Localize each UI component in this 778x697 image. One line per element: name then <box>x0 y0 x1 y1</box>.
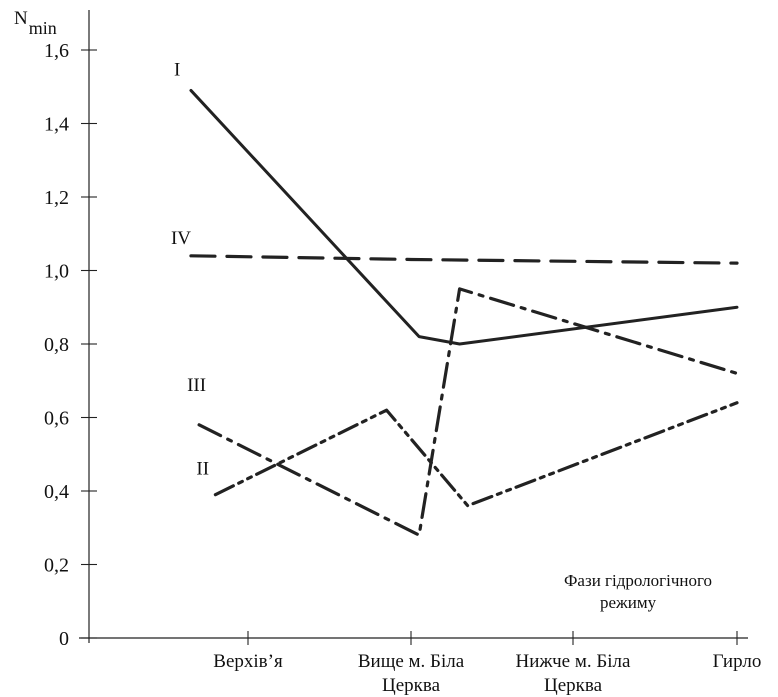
series-line-iii <box>197 287 739 537</box>
y-tick-label: 0,6 <box>44 408 69 430</box>
series-label-ii: II <box>196 459 209 480</box>
series-line-ii <box>213 401 739 508</box>
series-label-i: I <box>174 59 180 80</box>
y-tick-label: 0,4 <box>44 481 69 503</box>
y-tick-label: 1,6 <box>44 40 69 62</box>
phase-annotation-line: режиму <box>600 593 657 612</box>
x-tick-label-line: Церква <box>544 675 603 696</box>
y-tick-label: 1,2 <box>44 187 69 209</box>
series-line-iv <box>189 254 739 265</box>
x-tick-label: Вище м. Біла Церква <box>358 651 465 696</box>
axes-layer <box>79 10 748 643</box>
ticks-layer: 0 0,2 0,4 0,6 0,8 1,0 1,2 1,4 1,6 Верхів’я Вище м.… <box>44 40 761 696</box>
x-tick-label-line: Гирло <box>713 651 762 672</box>
y-tick-label: 1,0 <box>44 261 69 283</box>
x-tick-label: Нижче м. Біла Церква <box>516 651 631 696</box>
x-tick-label-line: Вище м. Біла <box>358 651 465 672</box>
phase-annotation-line: Фази гідрологічного <box>564 571 712 590</box>
x-tick-label-line: Верхів’я <box>213 651 283 672</box>
phase-annotation: Фази гідрологічного режиму <box>564 571 712 612</box>
x-tick-label-line: Нижче м. Біла <box>516 651 631 672</box>
y-tick-label: 0,8 <box>44 334 69 356</box>
y-axis-title-main: N <box>14 8 28 29</box>
x-tick-label: Верхів’я <box>213 651 283 672</box>
y-axis-title-sub: min <box>29 18 57 38</box>
x-tick-label: Гирло <box>713 651 762 672</box>
series-label-iii: III <box>187 375 206 396</box>
series-label-iv: IV <box>171 228 191 249</box>
y-tick-label: 1,4 <box>44 114 69 136</box>
x-tick-label-line: Церква <box>382 675 441 696</box>
y-axis-title: Nmin <box>14 8 57 38</box>
series-line-i <box>189 88 739 346</box>
y-tick-label: 0,2 <box>44 555 69 577</box>
series-layer <box>189 88 739 537</box>
y-tick-label: 0 <box>59 628 69 650</box>
